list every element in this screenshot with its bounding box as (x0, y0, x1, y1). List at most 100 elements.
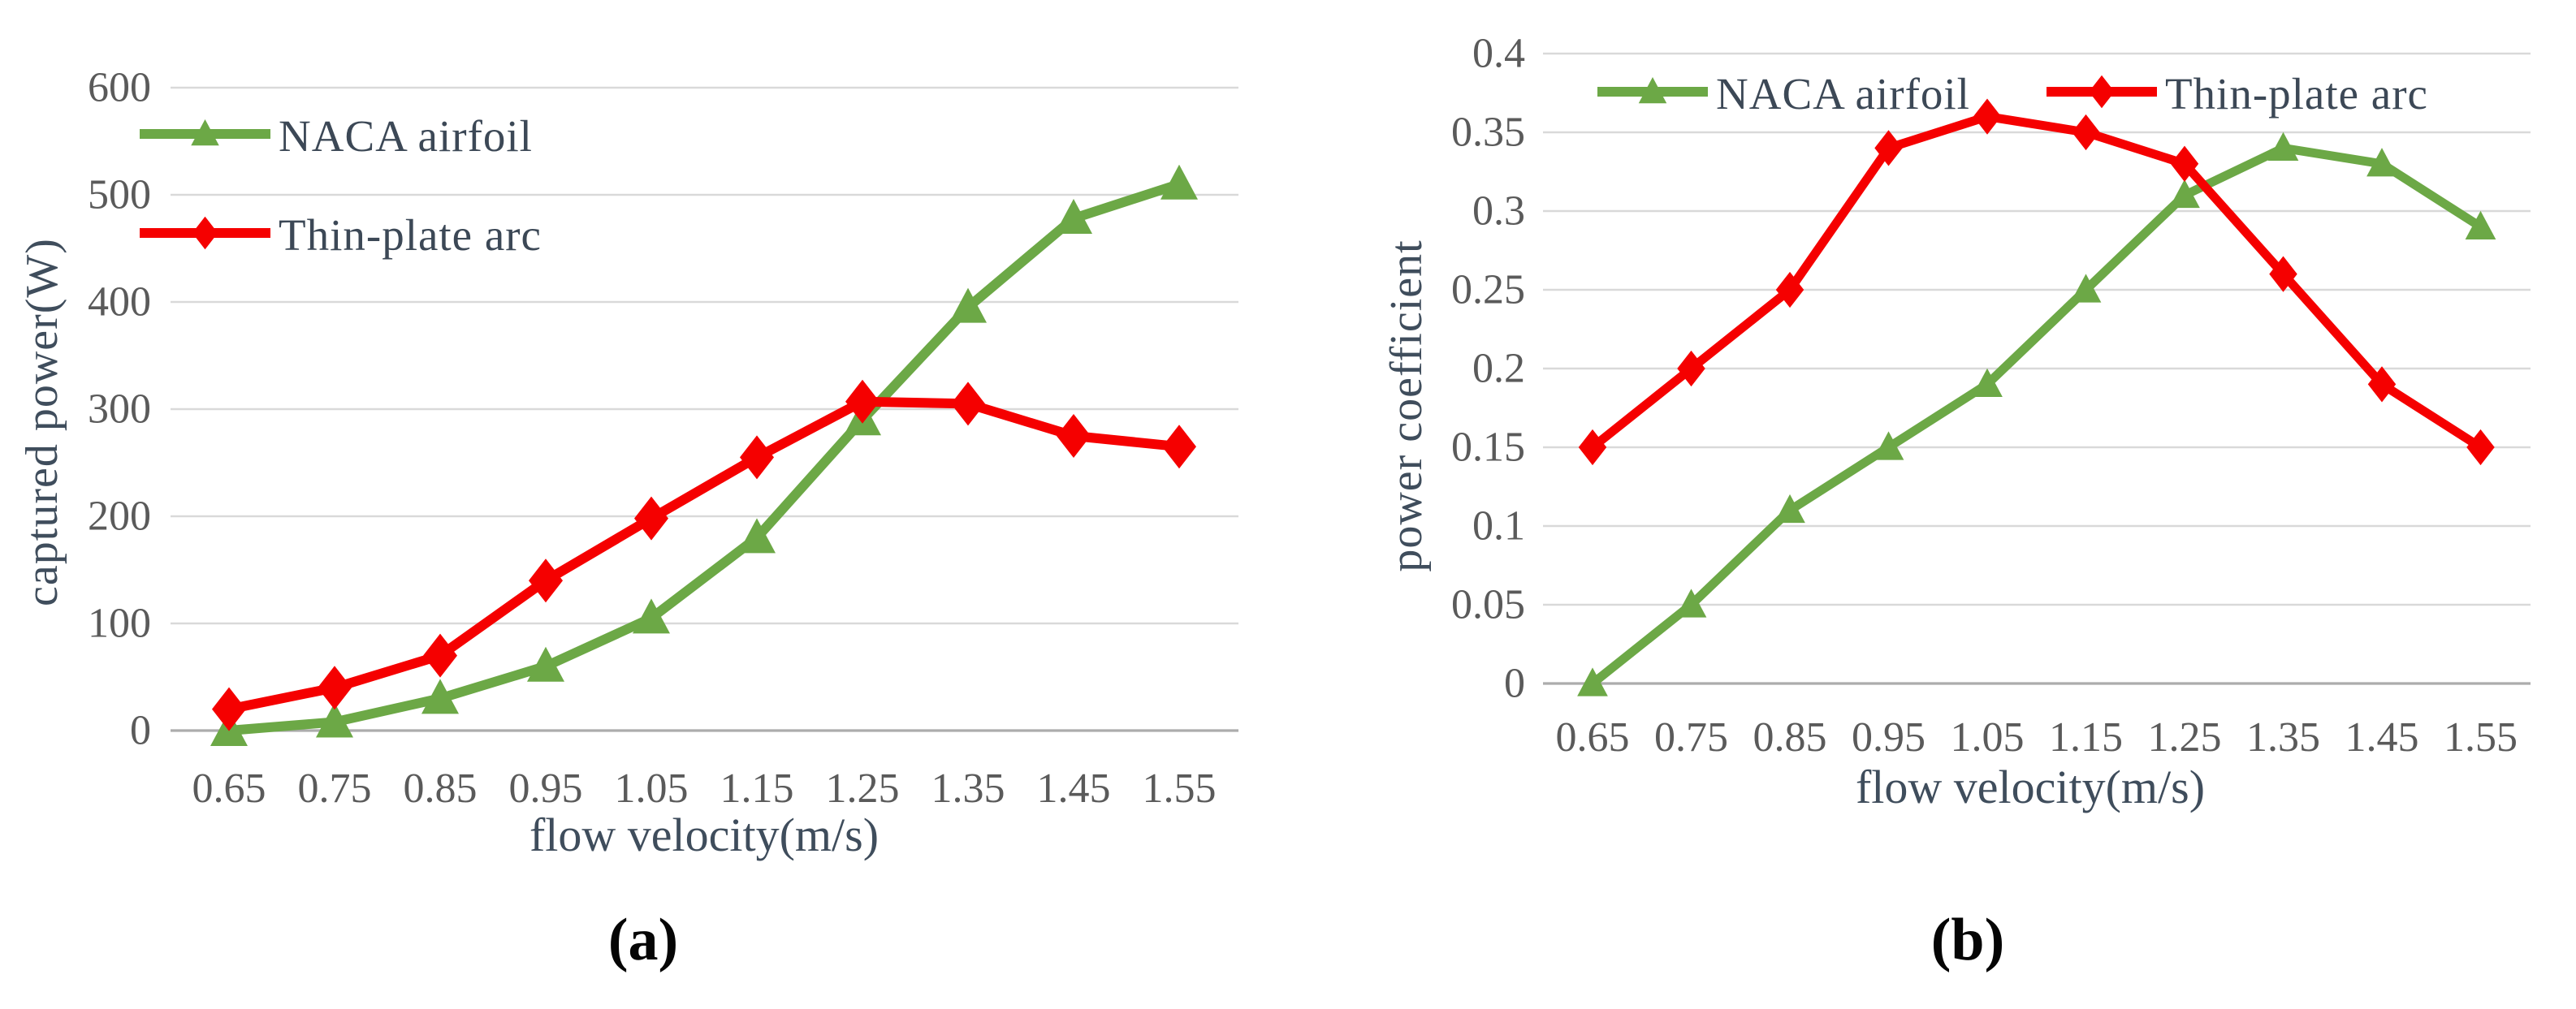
triangle-data-point-marker (421, 679, 459, 714)
triangle-data-point-marker (2169, 179, 2200, 209)
legend-marker (2089, 75, 2115, 108)
x-tick-label: 0.65 (192, 765, 266, 812)
triangle-data-point-marker (527, 646, 564, 682)
naca-airfoil-series-line (1588, 143, 2485, 688)
x-tick-label: 0.85 (1753, 714, 1827, 761)
y-tick-label: 100 (88, 601, 151, 647)
diamond-data-point-marker (1057, 414, 1091, 458)
naca-airfoil-series-line (224, 179, 1184, 735)
x-tick-label: 1.45 (2345, 714, 2419, 761)
legend-item-thin-plate-arc: Thin-plate arc (138, 209, 542, 260)
triangle-data-point-marker (633, 598, 670, 634)
triangle-data-point-marker (1873, 431, 1904, 460)
diamond-data-point-marker (1162, 425, 1196, 469)
x-tick-label: 1.45 (1037, 765, 1111, 812)
y-tick-label: 500 (88, 172, 151, 218)
triangle-data-point-marker (2267, 132, 2299, 161)
diamond-data-point-marker (1973, 98, 2002, 135)
diamond-data-point-marker (951, 382, 985, 426)
diamond-data-point-marker (212, 687, 246, 731)
y-tick-label: 0.4 (1472, 31, 1525, 77)
x-tick-label: 1.05 (1951, 714, 2025, 761)
triangle-data-point-marker (1675, 589, 1707, 618)
y-tick-label: 0.05 (1451, 582, 1525, 628)
chart-a-caption: (a) (607, 907, 679, 973)
x-tick-label: 1.25 (826, 765, 900, 812)
y-tick-label: 0.1 (1472, 503, 1525, 550)
chart-b-x-axis-title: flow velocity(m/s) (1855, 761, 2206, 813)
chart-a-y-axis-title: captured power(W) (17, 238, 67, 606)
diamond-data-point-marker (2466, 429, 2495, 466)
y-tick-label: 0.15 (1451, 425, 1525, 471)
x-tick-label: 1.15 (720, 765, 794, 812)
y-tick-label: 200 (88, 494, 151, 540)
legend-item-thin-plate-arc: Thin-plate arc (2045, 68, 2428, 119)
diamond-data-point-marker (740, 435, 774, 480)
chart-b-panel: 0 0.05 0.1 0.15 0.2 0.25 0.3 0.35 0.4 0.65 0.75 0.8… (1288, 0, 2576, 1009)
triangle-data-point-marker (1055, 199, 1092, 235)
x-tick-label: 1.55 (1143, 765, 1217, 812)
x-tick-label: 0.95 (509, 765, 583, 812)
thin-plate-arc-series-marker-icon (138, 215, 272, 255)
diamond-data-point-marker (2072, 114, 2100, 151)
x-tick-label: 0.65 (1556, 714, 1630, 761)
x-tick-label: 1.35 (931, 765, 1005, 812)
legend-item-naca-airfoil: NACA airfoil (138, 110, 542, 161)
thin-plate-arc-series-marker-icon (2045, 74, 2159, 114)
triangle-data-point-marker (2366, 148, 2397, 177)
triangle-data-point-marker (1577, 667, 1608, 696)
legend-label-thin-plate-arc: Thin-plate arc (279, 209, 542, 260)
y-tick-label: 0.25 (1451, 267, 1525, 313)
diamond-data-point-marker (423, 633, 457, 678)
x-tick-label: 1.05 (615, 765, 689, 812)
x-tick-label: 0.95 (1852, 714, 1926, 761)
diamond-data-point-marker (1775, 271, 1804, 308)
triangle-data-point-marker (2070, 274, 2102, 303)
triangle-data-point-marker (1160, 164, 1198, 200)
diamond-data-point-marker (2269, 256, 2297, 292)
naca-airfoil-series-marker-icon (1596, 74, 1709, 114)
triangle-data-point-marker (2465, 210, 2496, 239)
chart-a-legend: NACA airfoil Thin-plate arc (138, 110, 542, 260)
chart-b-legend: NACA airfoil Thin-plate arc (1596, 68, 2428, 119)
diamond-data-point-marker (318, 666, 352, 710)
diamond-data-point-marker (2170, 145, 2199, 182)
legend-item-naca-airfoil: NACA airfoil (1596, 68, 1970, 119)
legend-label-naca-airfoil: NACA airfoil (1716, 68, 1970, 119)
x-tick-label: 0.75 (298, 765, 372, 812)
triangle-data-point-marker (1972, 368, 2003, 397)
diamond-data-point-marker (1677, 350, 1705, 387)
y-tick-label: 0 (130, 708, 151, 754)
chart-a-x-axis-title: flow velocity(m/s) (529, 808, 880, 861)
triangle-data-point-marker (1774, 494, 1805, 524)
y-tick-label: 0.3 (1472, 188, 1525, 235)
y-tick-label: 0.2 (1472, 346, 1525, 392)
diamond-data-point-marker (634, 496, 668, 541)
y-tick-label: 400 (88, 279, 151, 326)
legend-marker (191, 119, 219, 145)
thin-plate-arc-series-line (1588, 112, 2485, 452)
diamond-data-point-marker (2367, 366, 2397, 403)
chart-b-plot: 0 0.05 0.1 0.15 0.2 0.25 0.3 0.35 0.4 0.65 0.75 0.8… (1451, 31, 2531, 761)
legend-label-naca-airfoil: NACA airfoil (279, 110, 533, 161)
legend-label-thin-plate-arc: Thin-plate arc (2164, 68, 2428, 119)
x-tick-label: 1.55 (2444, 714, 2518, 761)
chart-a-panel: 0 100 200 300 400 500 600 0.65 0.75 0.85 0.95 1.05 1… (17, 65, 1238, 973)
x-tick-label: 0.85 (404, 765, 478, 812)
triangle-data-point-marker (316, 702, 353, 738)
x-tick-label: 1.35 (2246, 714, 2320, 761)
triangle-data-point-marker (949, 287, 987, 323)
naca-airfoil-series-marker-icon (138, 116, 272, 156)
chart-b-caption: (b) (1930, 907, 2005, 973)
x-tick-label: 1.25 (2148, 714, 2222, 761)
x-tick-label: 1.15 (2049, 714, 2123, 761)
x-tick-label: 0.75 (1654, 714, 1728, 761)
y-tick-label: 0 (1504, 661, 1525, 707)
triangle-data-point-marker (738, 518, 776, 554)
legend-marker (192, 216, 218, 249)
chart-a-plot: 0 100 200 300 400 500 600 0.65 0.75 0.85 0.95 1.05 1… (88, 65, 1238, 812)
y-tick-label: 600 (88, 65, 151, 111)
diamond-data-point-marker (1578, 429, 1607, 466)
diamond-data-point-marker (1874, 130, 1903, 166)
